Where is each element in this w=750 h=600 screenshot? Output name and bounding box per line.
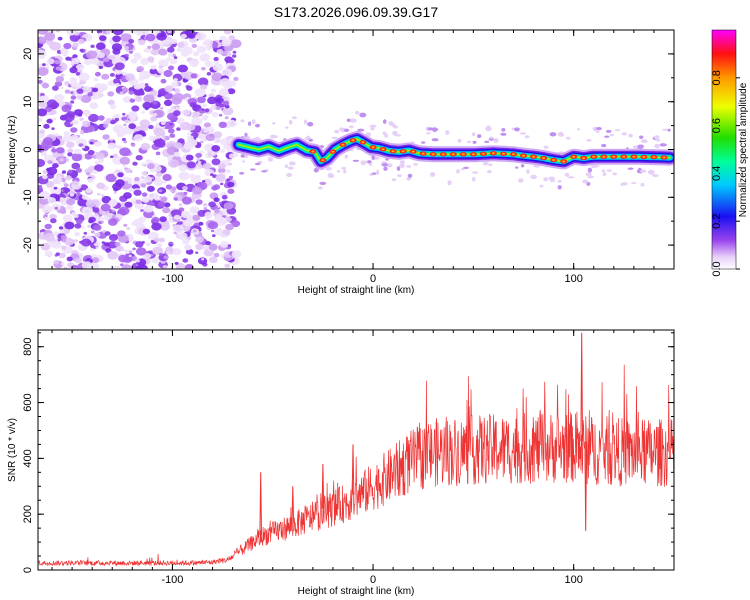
snr-xlabel: Height of straight line (km) bbox=[298, 586, 415, 597]
spectrogram-x-tick-label: -100 bbox=[161, 273, 183, 285]
snr-x-tick-label: 0 bbox=[370, 574, 376, 586]
snr-y-tick-label: 0 bbox=[22, 567, 34, 573]
colorbar-tick-label: 0.8 bbox=[711, 70, 723, 85]
spectrogram-y-tick-label: 10 bbox=[22, 96, 34, 108]
snr-y-tick-label: 600 bbox=[22, 393, 34, 411]
spectrogram-y-tick-label: 20 bbox=[22, 48, 34, 60]
colorbar-tick-label: 0.2 bbox=[711, 214, 723, 229]
snr-spikes bbox=[259, 332, 587, 536]
spectrogram-y-tick-label: -10 bbox=[22, 189, 34, 205]
spectrogram-xlabel: Height of straight line (km) bbox=[298, 285, 415, 296]
spectrogram-y-tick-label: -20 bbox=[22, 237, 34, 253]
snr-spike bbox=[321, 463, 325, 509]
snr-ylabel: SNR (10 * v/v) bbox=[7, 418, 18, 482]
colorbar: 0.0 0.2 0.4 0.6 0.8 Normalized spectral ampl… bbox=[711, 29, 749, 277]
snr-spike bbox=[259, 472, 262, 536]
snr-y-tick-label: 400 bbox=[22, 449, 34, 467]
spectrogram-y-tick-label: 0 bbox=[22, 146, 34, 152]
colorbar-tick-label: 0.6 bbox=[711, 118, 723, 133]
snr-line bbox=[38, 364, 674, 567]
noise-speckles bbox=[38, 30, 242, 269]
snr-frame bbox=[37, 329, 675, 571]
snr-spike bbox=[584, 441, 587, 531]
snr-x-tick-label: 100 bbox=[565, 574, 583, 586]
snr-y-tick-label: 200 bbox=[22, 505, 34, 523]
snr-y-tick-label: 800 bbox=[22, 338, 34, 356]
spectrogram-x-tick-label: 100 bbox=[565, 273, 583, 285]
colorbar-gradient bbox=[711, 29, 737, 270]
snr-plot: -100 0 100 0 200 400 600 800 Height of straight… bbox=[7, 329, 675, 597]
spectrogram-x-tick-label: 0 bbox=[370, 273, 376, 285]
spectrogram-ylabel: Frequency (Hz) bbox=[7, 116, 18, 185]
snr-x-tick-label: -100 bbox=[161, 574, 183, 586]
ridge-hotspots bbox=[309, 138, 668, 164]
colorbar-tick-label: 0.0 bbox=[711, 261, 723, 276]
snr-spike bbox=[580, 332, 583, 442]
colorbar-label: Normalized spectral amplitude bbox=[738, 82, 749, 217]
figure-title: S173.2026.096.09.39.G17 bbox=[274, 4, 438, 20]
colorbar-tick-label: 0.4 bbox=[711, 166, 723, 181]
snr-spike bbox=[291, 486, 295, 523]
snr-spike bbox=[351, 444, 355, 495]
